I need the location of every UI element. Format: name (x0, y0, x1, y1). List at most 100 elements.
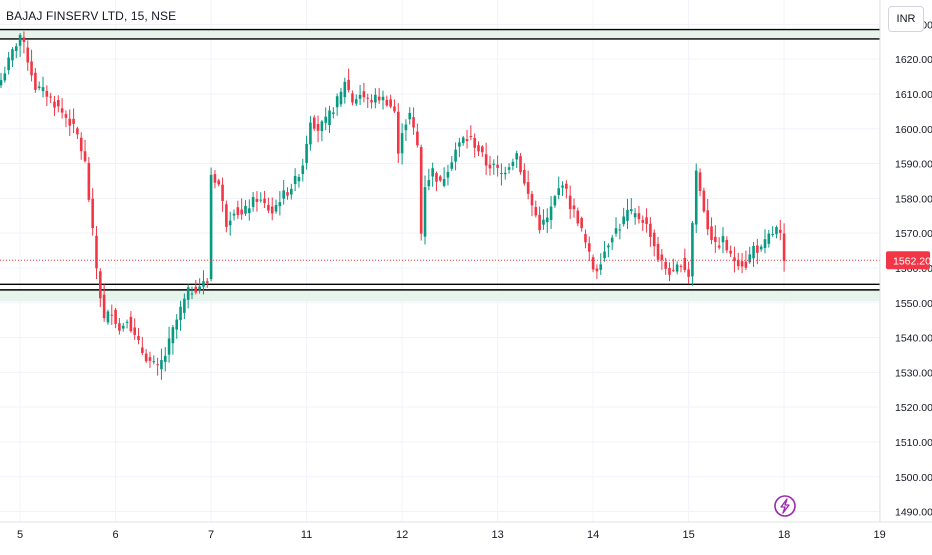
price-tick-label: 1550.00 (895, 298, 932, 310)
candle-body (232, 213, 236, 216)
candle-body (683, 257, 687, 271)
price-zone (0, 289, 880, 302)
candle-body (60, 108, 64, 113)
candle-body (591, 257, 595, 270)
candle-body (270, 206, 274, 214)
candles[interactable] (0, 31, 786, 380)
candle-body (64, 114, 68, 118)
candle-body (523, 169, 526, 184)
candle-body (465, 139, 469, 142)
candle-body (186, 287, 190, 300)
candle-body (11, 49, 14, 61)
candle-body (710, 226, 713, 241)
time-tick-label: 12 (396, 529, 408, 541)
candle-body (34, 72, 37, 90)
lightning-icon[interactable] (774, 495, 796, 517)
candle-body (385, 99, 389, 106)
candle-body (771, 233, 774, 235)
candle-body (423, 187, 427, 237)
candle-body (129, 316, 133, 332)
candle-body (427, 180, 431, 187)
candle-body (202, 281, 205, 287)
candle-body (595, 268, 599, 272)
candle-body (167, 338, 171, 355)
candle-body (144, 353, 148, 362)
candle-body (618, 229, 622, 231)
candle-body (538, 214, 541, 231)
candle-body (301, 165, 305, 175)
candle-body (141, 347, 144, 353)
candle-body (492, 163, 496, 165)
candle-body (76, 128, 79, 135)
candle-body (404, 124, 408, 131)
candle-body (148, 357, 152, 361)
candle-body (412, 117, 415, 128)
candle-body (439, 176, 442, 181)
candle-body (454, 149, 457, 162)
candle-body (484, 154, 488, 166)
candle-body (496, 164, 499, 168)
candle-body (37, 86, 41, 89)
candle-body (125, 321, 129, 323)
candle-body (603, 251, 606, 259)
candle-body (83, 151, 87, 162)
candle-body (599, 264, 603, 270)
candle-body (557, 188, 561, 196)
candle-body (362, 91, 366, 98)
candle-body (561, 185, 564, 188)
candle-body (530, 193, 534, 206)
candle-body (194, 286, 198, 293)
grid (0, 0, 881, 522)
candle-body (565, 183, 568, 189)
candle-body (99, 271, 102, 299)
candle-body (221, 184, 224, 202)
candle-body (645, 217, 648, 225)
candle-body (584, 234, 587, 243)
candle-body (396, 111, 400, 154)
candle-body (163, 355, 167, 362)
time-tick-label: 5 (17, 529, 23, 541)
candle-body (408, 112, 412, 120)
candle-body (57, 100, 60, 107)
candle-body (461, 137, 465, 143)
candle-body (320, 121, 324, 132)
candle-body (637, 213, 641, 220)
horizontal-lines[interactable] (0, 28, 880, 291)
time-axis[interactable]: 5 6 7 11 12 13 14 15 18 19 (0, 521, 932, 541)
candle-body (660, 254, 664, 260)
candle-body (736, 259, 740, 267)
candle-body (419, 146, 423, 234)
candle-body (507, 167, 511, 170)
candle-body (775, 227, 778, 235)
candle-body (511, 161, 515, 167)
candle-body (622, 216, 625, 225)
candle-body (534, 207, 538, 216)
price-axis[interactable]: 1490.00 1500.00 1510.00 1520.00 1530.00 1540.… (879, 0, 932, 522)
candle-body (763, 239, 767, 248)
candle-body (519, 156, 522, 173)
currency-button[interactable]: INR (888, 6, 924, 32)
candle-body (477, 145, 480, 152)
time-tick-label: 18 (778, 529, 790, 541)
candle-body (152, 361, 156, 363)
candle-body (282, 190, 285, 199)
candle-body (580, 218, 583, 229)
candle-body (416, 131, 419, 146)
candle-body (351, 93, 354, 103)
candle-body (79, 137, 83, 152)
candle-body (481, 146, 484, 153)
candle-body (49, 96, 52, 98)
price-tick-label: 1530.00 (895, 367, 932, 379)
candle-body (133, 327, 136, 335)
candle-body (778, 229, 782, 233)
candle-body (286, 192, 289, 196)
candle-body (335, 96, 339, 108)
candle-body (500, 173, 503, 175)
candle-body (316, 124, 320, 131)
candle-body (72, 118, 75, 124)
candle-body (374, 94, 377, 103)
candle-body (110, 314, 114, 316)
candle-body (339, 91, 343, 105)
